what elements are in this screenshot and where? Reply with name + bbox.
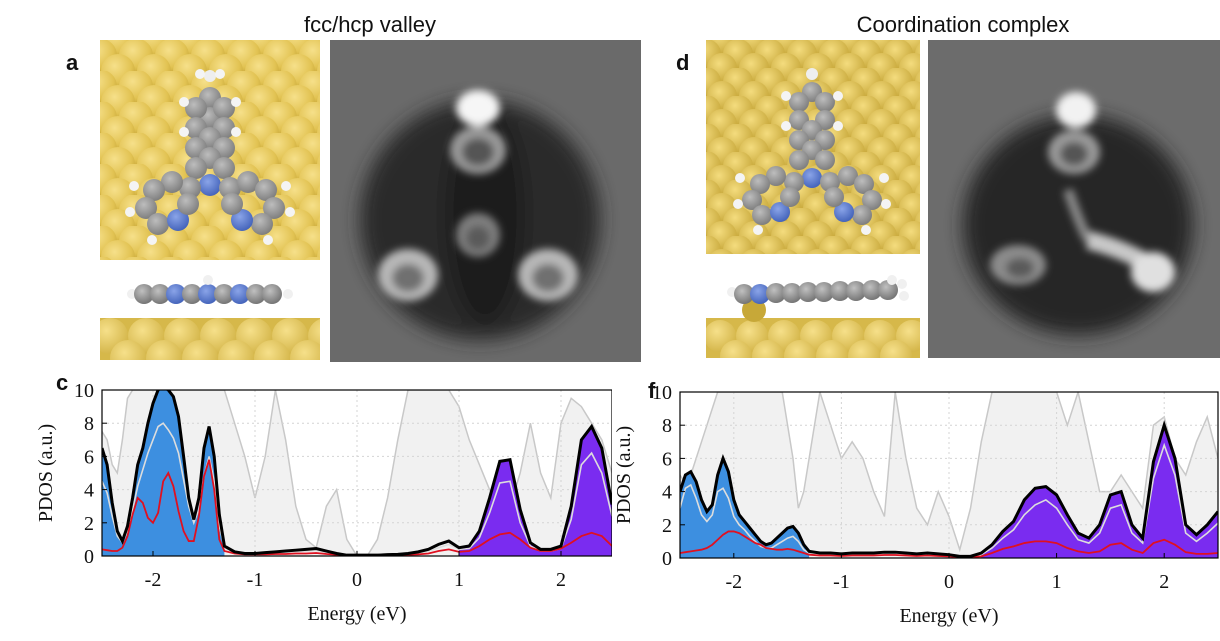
- x-tick-label: 0: [352, 569, 362, 591]
- left-column-title: fcc/hcp valley: [303, 12, 437, 37]
- y-tick-label: 2: [662, 515, 672, 537]
- x-tick-label: 2: [1159, 571, 1169, 593]
- unoccupied-states-fill: [981, 425, 1218, 558]
- x-tick-label: 0: [944, 571, 954, 593]
- molecule-top-view-fcc: [100, 40, 320, 260]
- y-tick-label: 2: [84, 513, 94, 535]
- panel-label-a: a: [66, 50, 79, 75]
- background-dos-fill: [680, 392, 1218, 558]
- molecule-pdos-line: [102, 422, 612, 556]
- occupied-states-fill: [680, 458, 810, 558]
- y-tick-label: 0: [84, 546, 94, 568]
- x-axis-label: Energy (eV): [307, 603, 406, 625]
- total-pdos-line: [102, 390, 612, 556]
- afm-image-fcc: [330, 40, 641, 362]
- x-tick-label: 2: [556, 569, 566, 591]
- y-tick-label: 8: [662, 415, 672, 437]
- molecule-side-view-complex: [706, 262, 920, 358]
- x-tick-label: -1: [833, 571, 850, 593]
- x-tick-label: -1: [247, 569, 264, 591]
- panel-label-f: f: [648, 378, 656, 403]
- molecule-pdos-line: [680, 442, 1218, 558]
- panel-label-c: c: [56, 370, 69, 395]
- panel-label-d: d: [676, 50, 690, 75]
- x-tick-label: 1: [1052, 571, 1062, 593]
- total-pdos-line: [680, 420, 1218, 558]
- y-tick-label: 8: [84, 413, 94, 435]
- pdos-chart-fcc: -2 -1 0 1 2 0 2 4 6 8 10 Energy (eV) PDOS (a.u.): [0, 372, 613, 636]
- unoccupied-states-fill: [459, 426, 612, 556]
- nitrogen-pdos-line: [102, 459, 612, 556]
- y-tick-label: 6: [662, 448, 672, 470]
- y-axis-label: PDOS (a.u.): [35, 424, 57, 522]
- afm-image-complex: [928, 40, 1220, 358]
- pdos-chart-complex: -2 -1 0 1 2 0 2 4 6 8 10 Energy (eV) PDOS (a.u.): [612, 372, 1220, 636]
- x-tick-label: 1: [454, 569, 464, 591]
- x-tick-label: -2: [145, 569, 162, 591]
- molecule-top-view-complex: [706, 40, 920, 254]
- molecule-atoms: [125, 69, 295, 245]
- nitrogen-pdos-line: [680, 530, 1218, 558]
- y-axis-label: PDOS (a.u.): [613, 426, 635, 524]
- x-axis-label: Energy (eV): [899, 605, 998, 627]
- y-tick-label: 10: [652, 382, 672, 404]
- y-tick-label: 4: [84, 480, 94, 502]
- y-tick-label: 10: [74, 380, 94, 402]
- molecule-side-view-fcc: [100, 268, 320, 360]
- right-column-title: Coordination complex: [856, 12, 1070, 37]
- y-tick-label: 4: [662, 482, 672, 504]
- x-tick-label: -2: [725, 571, 742, 593]
- y-tick-label: 6: [84, 446, 94, 468]
- y-tick-label: 0: [662, 548, 672, 570]
